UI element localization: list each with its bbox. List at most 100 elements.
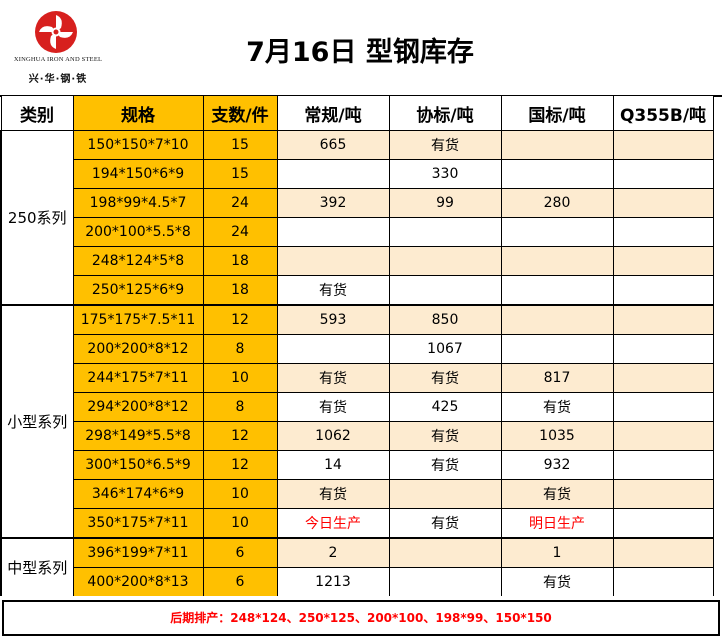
national-cell <box>500 217 614 247</box>
national-cell <box>500 159 614 189</box>
spec-cell: 194*150*6*9 <box>72 159 204 189</box>
table-row: 250系列 150*150*7*10 15 665 有货 <box>0 130 714 306</box>
q355b-cell <box>612 217 714 247</box>
qty-cell: 15 <box>202 130 278 160</box>
table-body: 250系列 150*150*7*10 15 665 有货 194*150*6*9 15 330… <box>0 130 714 597</box>
table-row: 小型系列 175*175*7.5*11 12 593 850 <box>0 304 714 539</box>
category-cell: 250系列 <box>0 130 74 306</box>
national-cell <box>500 130 614 160</box>
qty-cell: 8 <box>202 334 278 364</box>
qty-cell: 8 <box>202 392 278 422</box>
qty-cell: 18 <box>202 275 278 306</box>
qty-cell: 24 <box>202 188 278 218</box>
regular-cell: 今日生产 <box>276 508 390 539</box>
qty-cell: 12 <box>202 304 278 335</box>
q355b-cell <box>612 479 714 509</box>
regular-cell <box>276 217 390 247</box>
national-cell: 280 <box>500 188 614 218</box>
regular-cell: 1062 <box>276 421 390 451</box>
sheet-header: XINGHUA IRON AND STEEL 兴·华·钢·铁 7月16日 型钢库… <box>0 0 722 97</box>
table-row: 294*200*8*12 8 有货 425 有货 <box>1 392 714 422</box>
qty-cell: 18 <box>202 246 278 276</box>
national-cell: 有货 <box>500 567 614 597</box>
table-row: 194*150*6*9 15 330 <box>1 159 714 189</box>
regular-cell <box>276 334 390 364</box>
table-row: 中型系列 396*199*7*11 6 2 1 <box>0 537 714 597</box>
table-row: 346*174*6*9 10 有货 有货 <box>1 479 714 509</box>
table-row: 400*200*8*13 6 1213 有货 <box>1 567 714 597</box>
regular-cell: 有货 <box>276 479 390 509</box>
regular-cell: 有货 <box>276 363 390 393</box>
q355b-cell <box>612 334 714 364</box>
pinwheel-logo-icon <box>35 11 77 53</box>
qty-cell: 6 <box>202 537 278 568</box>
spec-cell: 350*175*7*11 <box>72 508 204 539</box>
regular-cell: 665 <box>276 130 390 160</box>
table-row: 350*175*7*11 10 今日生产 有货 明日生产 <box>1 508 714 539</box>
qty-cell: 10 <box>202 363 278 393</box>
table-row: 250*125*6*9 18 有货 <box>1 275 714 306</box>
national-cell <box>500 334 614 364</box>
spec-cell: 250*125*6*9 <box>72 275 204 306</box>
q355b-cell <box>612 567 714 597</box>
table-row: 300*150*6.5*9 12 14 有货 932 <box>1 450 714 480</box>
spec-cell: 294*200*8*12 <box>72 392 204 422</box>
national-cell <box>500 275 614 306</box>
national-cell <box>500 304 614 335</box>
q355b-cell <box>612 188 714 218</box>
spec-cell: 298*149*5.5*8 <box>72 421 204 451</box>
national-cell: 1 <box>500 537 614 568</box>
spec-cell: 150*150*7*10 <box>72 130 204 160</box>
assoc-cell: 有货 <box>388 508 502 539</box>
regular-cell: 有货 <box>276 275 390 306</box>
col-header-national: 国标/吨 <box>500 95 614 131</box>
category-cell: 中型系列 <box>0 537 74 597</box>
qty-cell: 10 <box>202 508 278 539</box>
table-row: 200*100*5.5*8 24 <box>1 217 714 247</box>
col-header-qty: 支数/件 <box>202 95 278 131</box>
col-header-q355b: Q355B/吨 <box>612 95 714 131</box>
spec-cell: 346*174*6*9 <box>72 479 204 509</box>
national-cell: 明日生产 <box>500 508 614 539</box>
q355b-cell <box>612 159 714 189</box>
q355b-cell <box>612 508 714 539</box>
q355b-cell <box>612 304 714 335</box>
table-header-row: 类别 规格 支数/件 常规/吨 协标/吨 国标/吨 Q355B/吨 <box>0 95 714 131</box>
company-logo: XINGHUA IRON AND STEEL 兴·华·钢·铁 <box>2 4 114 90</box>
assoc-cell: 有货 <box>388 363 502 393</box>
q355b-cell <box>612 275 714 306</box>
national-cell: 932 <box>500 450 614 480</box>
qty-cell: 6 <box>202 567 278 597</box>
national-cell: 817 <box>500 363 614 393</box>
assoc-cell <box>388 275 502 306</box>
table-row: 244*175*7*11 10 有货 有货 817 <box>1 363 714 393</box>
assoc-cell: 425 <box>388 392 502 422</box>
national-cell: 1035 <box>500 421 614 451</box>
spec-cell: 175*175*7.5*11 <box>72 304 204 335</box>
col-header-category: 类别 <box>0 95 74 131</box>
regular-cell: 392 <box>276 188 390 218</box>
future-production-note: 后期排产：248*124、250*125、200*100、198*99、150*… <box>2 600 720 636</box>
regular-cell: 593 <box>276 304 390 335</box>
q355b-cell <box>612 421 714 451</box>
inventory-table: 类别 规格 支数/件 常规/吨 协标/吨 国标/吨 Q355B/吨 250系列 1… <box>0 95 714 597</box>
col-header-assoc: 协标/吨 <box>388 95 502 131</box>
regular-cell: 14 <box>276 450 390 480</box>
q355b-cell <box>612 392 714 422</box>
category-cell: 小型系列 <box>0 304 74 539</box>
qty-cell: 12 <box>202 421 278 451</box>
spec-cell: 248*124*5*8 <box>72 246 204 276</box>
regular-cell: 2 <box>276 537 390 568</box>
assoc-cell <box>388 246 502 276</box>
q355b-cell <box>612 537 714 568</box>
spec-cell: 200*100*5.5*8 <box>72 217 204 247</box>
q355b-cell <box>612 130 714 160</box>
q355b-cell <box>612 246 714 276</box>
assoc-cell: 1067 <box>388 334 502 364</box>
qty-cell: 15 <box>202 159 278 189</box>
spec-cell: 198*99*4.5*7 <box>72 188 204 218</box>
page-title: 7月16日 型钢库存 <box>246 37 474 68</box>
assoc-cell: 850 <box>388 304 502 335</box>
assoc-cell: 有货 <box>388 130 502 160</box>
